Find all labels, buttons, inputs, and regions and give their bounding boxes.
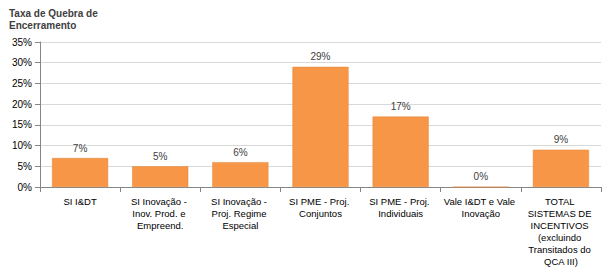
svg-text:QCA III): QCA III) xyxy=(544,256,578,267)
svg-text:30%: 30% xyxy=(12,57,32,68)
svg-text:Proj. Regime: Proj. Regime xyxy=(212,208,270,219)
svg-text:6%: 6% xyxy=(233,147,248,158)
svg-text:35%: 35% xyxy=(12,37,32,48)
svg-text:7%: 7% xyxy=(73,143,88,154)
svg-text:Taxa de Quebra de: Taxa de Quebra de xyxy=(9,8,101,19)
svg-text:0%: 0% xyxy=(18,182,33,193)
svg-text:SI PME - Proj.: SI PME - Proj. xyxy=(289,196,352,207)
svg-text:5%: 5% xyxy=(18,161,33,172)
svg-text:17%: 17% xyxy=(391,101,411,112)
svg-text:29%: 29% xyxy=(310,51,330,62)
svg-text:0%: 0% xyxy=(474,171,489,182)
svg-text:TOTAL: TOTAL xyxy=(545,196,577,207)
svg-text:5%: 5% xyxy=(153,151,168,162)
svg-text:Inovação: Inovação xyxy=(462,208,501,219)
svg-text:20%: 20% xyxy=(12,99,32,110)
svg-text:SISTEMAS DE: SISTEMAS DE xyxy=(528,208,595,219)
svg-text:10%: 10% xyxy=(12,140,32,151)
svg-text:Individuais: Individuais xyxy=(378,208,423,219)
svg-text:15%: 15% xyxy=(12,119,32,130)
svg-text:Inov. Prod. e: Inov. Prod. e xyxy=(132,208,188,219)
svg-text:SI Inovação -: SI Inovação - xyxy=(131,196,190,207)
svg-text:Empreend.: Empreend. xyxy=(137,220,183,231)
svg-text:Vale I&DT e Vale: Vale I&DT e Vale xyxy=(444,196,518,207)
svg-text:SI Inovação -: SI Inovação - xyxy=(211,196,270,207)
svg-text:Conjuntos: Conjuntos xyxy=(299,208,342,219)
svg-text:(excluindo: (excluindo xyxy=(538,232,584,243)
svg-text:Encerramento: Encerramento xyxy=(9,20,76,31)
svg-text:Especial: Especial xyxy=(222,220,258,231)
svg-text:9%: 9% xyxy=(554,134,569,145)
svg-text:INCENTIVOS: INCENTIVOS xyxy=(531,220,592,231)
svg-text:Transitados do: Transitados do xyxy=(528,244,593,255)
svg-text:SI I&DT: SI I&DT xyxy=(63,196,96,207)
svg-text:25%: 25% xyxy=(12,78,32,89)
svg-text:SI PME - Proj.: SI PME - Proj. xyxy=(369,196,432,207)
